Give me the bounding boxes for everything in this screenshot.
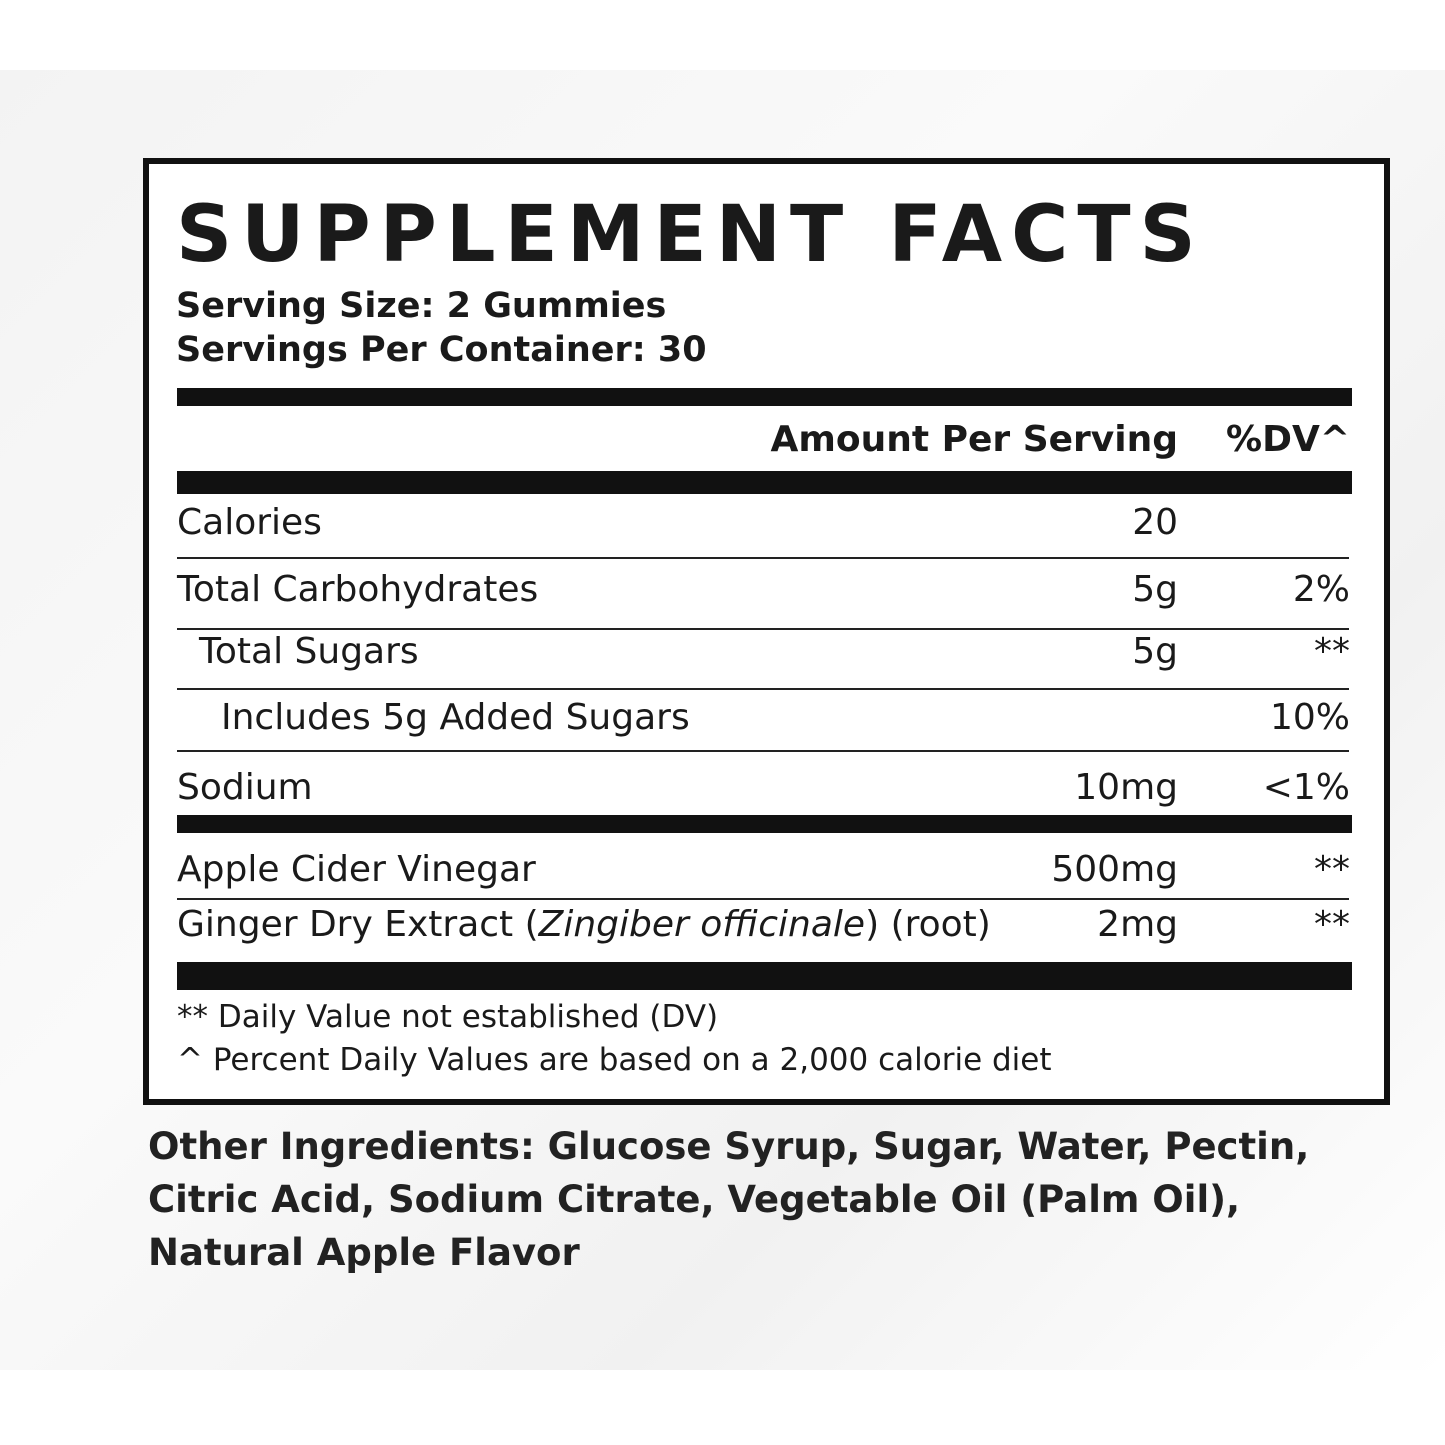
daily-value: <1% [1262,767,1350,808]
nutrient-name: Sodium [177,767,313,808]
row-rule [177,557,1349,559]
serving-size: Serving Size: 2 Gummies [176,286,667,326]
amount: 500mg [1051,849,1178,890]
amount: 2mg [1097,904,1178,945]
row-rule [177,750,1349,752]
daily-value: 2% [1292,569,1350,610]
other-ingredients-label: Other Ingredients: [148,1125,535,1168]
row-rule [177,688,1349,690]
nutrient-name: Calories [177,502,322,543]
nutrient-latin-name: Zingiber officinale [538,904,866,945]
amount: 5g [1132,631,1178,672]
nutrient-name-part: ) (root) [865,904,991,945]
dv-header: %DV^ [1226,419,1350,460]
amount-header: Amount Per Serving [770,419,1179,460]
daily-value: ** [1314,904,1350,945]
daily-value: ** [1314,849,1350,890]
facts-panel [143,158,1390,1105]
row-rule [177,898,1349,900]
thick-rule [177,815,1352,833]
footnote: ^ Percent Daily Values are based on a 2,… [177,1042,1052,1078]
daily-value: 10% [1269,697,1350,738]
thick-rule [177,388,1352,406]
thick-rule [177,962,1352,990]
amount: 5g [1132,569,1178,610]
servings-per-container: Servings Per Container: 30 [176,330,707,370]
amount: 20 [1132,502,1178,543]
nutrient-name: Includes 5g Added Sugars [221,697,690,738]
nutrient-name-part: Ginger Dry Extract ( [177,904,539,945]
nutrient-name: Total Sugars [199,631,419,672]
thick-rule [177,471,1352,494]
amount: 10mg [1074,767,1178,808]
nutrient-name: Ginger Dry Extract (Zingiber officinale)… [177,903,991,947]
title: SUPPLEMENT FACTS [176,190,1205,280]
daily-value: ** [1314,631,1350,672]
footnote: ** Daily Value not established (DV) [177,999,719,1035]
nutrient-name: Total Carbohydrates [177,569,539,610]
nutrient-name: Apple Cider Vinegar [177,849,536,890]
other-ingredients-text: Glucose Syrup, Sugar, Water, Pectin, Cit… [148,1125,1310,1274]
row-rule [177,628,1349,630]
other-ingredients: Other Ingredients: Glucose Syrup, Sugar,… [148,1120,1388,1279]
